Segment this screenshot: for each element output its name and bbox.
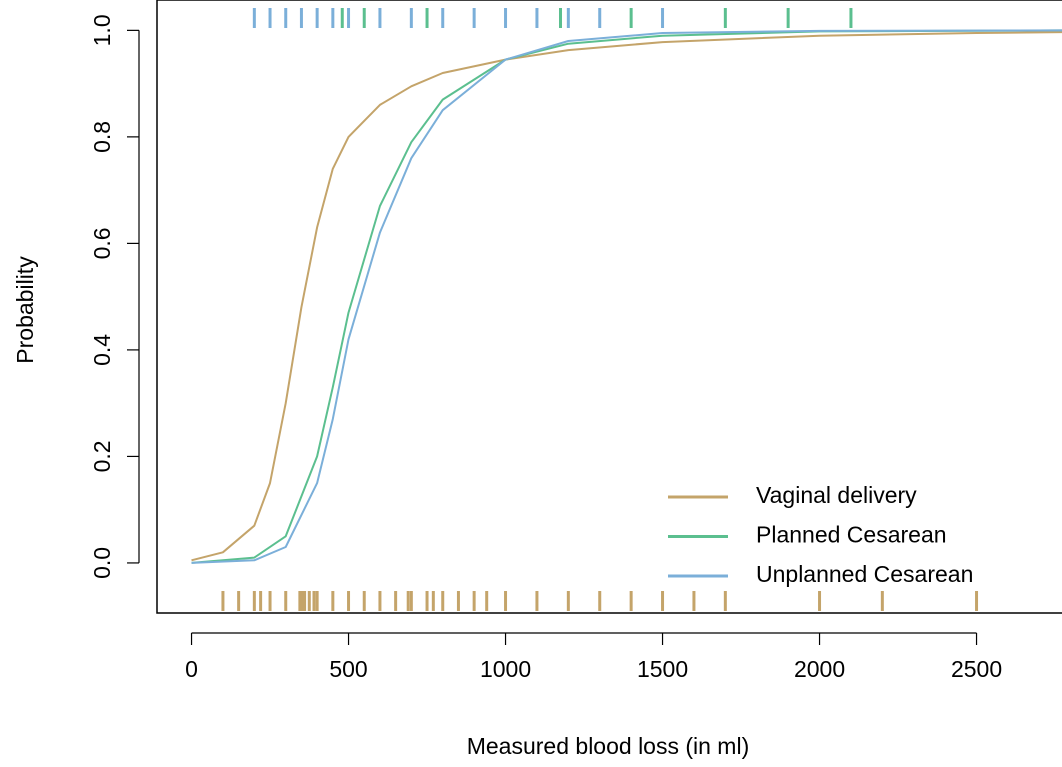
legend-label: Vaginal delivery — [756, 482, 917, 508]
y-tick-label: 0.2 — [89, 440, 115, 472]
y-axis-label: Probability — [12, 256, 38, 364]
legend-label: Unplanned Cesarean — [756, 561, 973, 587]
x-tick-label: 1500 — [637, 656, 688, 682]
y-tick-label: 1.0 — [89, 14, 115, 46]
x-axis-label: Measured blood loss (in ml) — [467, 733, 750, 759]
x-tick-label: 2500 — [951, 656, 1002, 682]
x-tick-label: 1000 — [480, 656, 531, 682]
x-tick-label: 500 — [329, 656, 367, 682]
legend-label: Planned Cesarean — [756, 522, 947, 548]
y-tick-label: 0.8 — [89, 121, 115, 153]
y-tick-label: 0.6 — [89, 227, 115, 259]
series-line — [191, 31, 1062, 562]
plot-frame — [156, 0, 1062, 614]
y-tick-label: 0.0 — [89, 547, 115, 579]
x-tick-label: 2000 — [794, 656, 845, 682]
series-line — [191, 29, 1062, 564]
y-tick-label: 0.4 — [89, 334, 115, 366]
series-line — [191, 29, 1062, 564]
x-tick-label: 0 — [185, 656, 198, 682]
